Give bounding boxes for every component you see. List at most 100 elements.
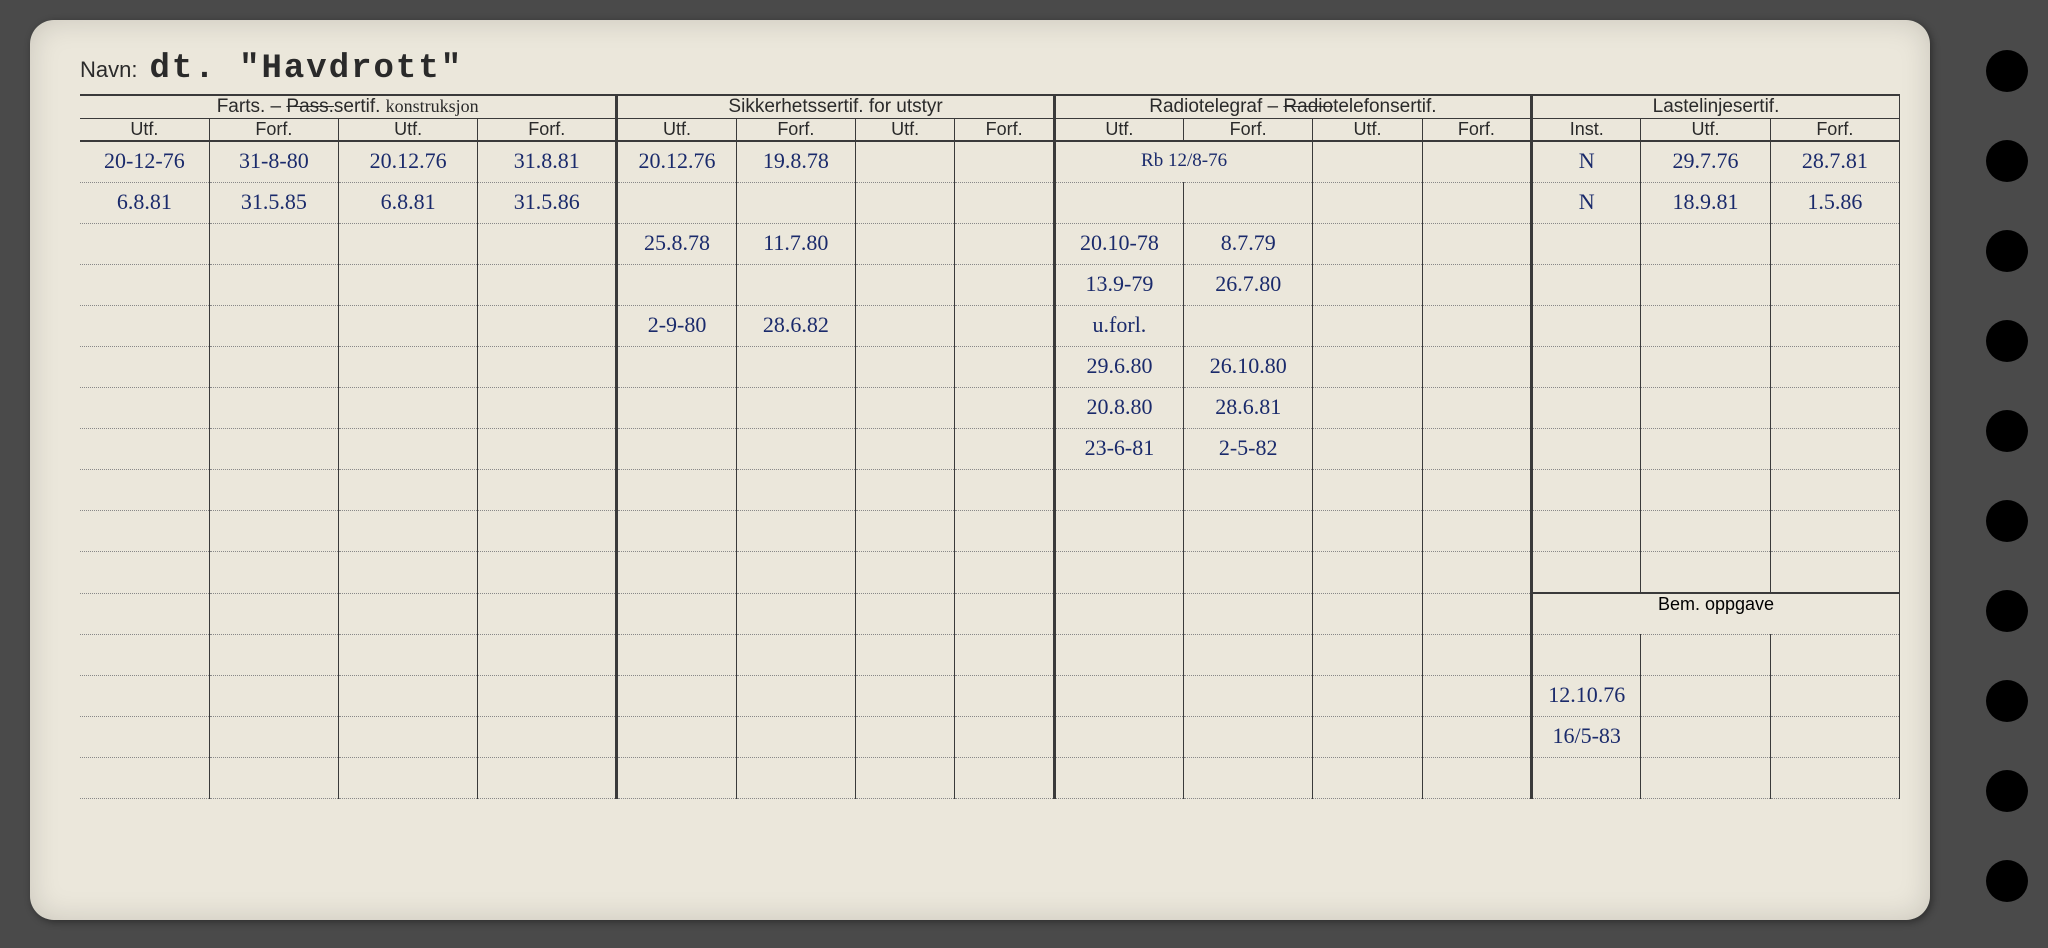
- cell: [855, 141, 954, 183]
- table-row: 29.6.8026.10.80: [80, 347, 1900, 388]
- cell: [1422, 593, 1531, 634]
- cell: [1532, 552, 1641, 594]
- cell: [855, 470, 954, 511]
- cell: [1770, 388, 1899, 429]
- cell: [1313, 265, 1422, 306]
- cell: [339, 265, 478, 306]
- cell-value: 31-8-80: [210, 142, 338, 180]
- sub-utf: Utf.: [339, 119, 478, 142]
- cell: [1422, 141, 1531, 183]
- cell: 19.8.78: [736, 141, 855, 183]
- cell: [1641, 224, 1770, 265]
- bem-cell: [1770, 757, 1899, 798]
- cell: [617, 634, 736, 675]
- cell-value: 19.8.78: [737, 142, 855, 180]
- cell: N: [1532, 141, 1641, 183]
- cell-value: N: [1533, 142, 1640, 180]
- cell: [478, 716, 617, 757]
- cell: [1641, 429, 1770, 470]
- cell: [617, 183, 736, 224]
- cell: [80, 757, 209, 798]
- cell: [1313, 347, 1422, 388]
- cell-value: 28.6.81: [1184, 388, 1312, 426]
- cell: [1770, 552, 1899, 594]
- cell-value: 20.12.76: [618, 142, 735, 180]
- cell: [1054, 634, 1183, 675]
- sub-utf: Utf.: [1313, 119, 1422, 142]
- cell: [1313, 306, 1422, 347]
- cell-value: 6.8.81: [339, 183, 477, 221]
- cell: [339, 757, 478, 798]
- cell: [1184, 675, 1313, 716]
- cell: [617, 716, 736, 757]
- cell: [478, 634, 617, 675]
- cell: [339, 388, 478, 429]
- cell: [80, 552, 209, 594]
- cell: [855, 634, 954, 675]
- cell: [339, 306, 478, 347]
- cell: [1184, 470, 1313, 511]
- cell: [617, 675, 736, 716]
- bem-oppgave-header: Bem. oppgave: [1532, 593, 1900, 634]
- cell: [339, 511, 478, 552]
- cell-value: 18.9.81: [1641, 183, 1769, 221]
- cell-value: 1.5.86: [1771, 183, 1899, 221]
- cell-value: 28.6.82: [737, 306, 855, 344]
- cell: [1641, 511, 1770, 552]
- cell-value: 13.9-79: [1056, 265, 1183, 303]
- cell: [478, 675, 617, 716]
- cell: [1770, 470, 1899, 511]
- group-lastelinje: Lastelinjesertif.: [1532, 96, 1900, 119]
- cell: Rb 12/8-76: [1054, 141, 1313, 183]
- cell: [855, 306, 954, 347]
- cell: [955, 470, 1054, 511]
- cell: 20.10-78: [1054, 224, 1183, 265]
- sub-forf: Forf.: [955, 119, 1054, 142]
- cell-value: 29.6.80: [1056, 347, 1183, 385]
- cell: [617, 388, 736, 429]
- cell: [1184, 552, 1313, 594]
- cell: [339, 224, 478, 265]
- hole-icon: [1986, 140, 2028, 182]
- bem-cell: 12.10.76: [1532, 675, 1641, 716]
- cell: [1422, 265, 1531, 306]
- cell: 25.8.78: [617, 224, 736, 265]
- cell-value: 11.7.80: [737, 224, 855, 262]
- cell: [736, 716, 855, 757]
- cell: [209, 511, 338, 552]
- cell: [1532, 224, 1641, 265]
- bem-cell: [1641, 675, 1770, 716]
- bem-cell: [1641, 634, 1770, 675]
- cell: [1313, 183, 1422, 224]
- cell: 20.8.80: [1054, 388, 1183, 429]
- hole-icon: [1986, 50, 2028, 92]
- cell: [1054, 552, 1183, 594]
- sub-inst: Inst.: [1532, 119, 1641, 142]
- hole-icon: [1986, 770, 2028, 812]
- cell: [80, 593, 209, 634]
- cell: [1054, 757, 1183, 798]
- cell-value: 20.12.76: [339, 142, 477, 180]
- cell: [1770, 429, 1899, 470]
- cell: [1313, 429, 1422, 470]
- cell: [1313, 675, 1422, 716]
- cell: u.forl.: [1054, 306, 1183, 347]
- cell: [1422, 388, 1531, 429]
- table-body: 20-12-7631-8-8020.12.7631.8.8120.12.7619…: [80, 141, 1900, 798]
- cell: [339, 470, 478, 511]
- cell: 8.7.79: [1184, 224, 1313, 265]
- name-row: Navn: dt. "Havdrott": [80, 50, 1900, 96]
- cell: [617, 470, 736, 511]
- cell: [855, 675, 954, 716]
- name-label: Navn:: [80, 57, 137, 83]
- table-row: Bem. oppgave: [80, 593, 1900, 634]
- cell: [1422, 552, 1531, 594]
- cell: [1641, 306, 1770, 347]
- sub-utf: Utf.: [80, 119, 209, 142]
- cell: [1532, 511, 1641, 552]
- cell: 28.6.81: [1184, 388, 1313, 429]
- cell: [1532, 306, 1641, 347]
- cell: [736, 388, 855, 429]
- cell: [209, 593, 338, 634]
- table-row: [80, 552, 1900, 594]
